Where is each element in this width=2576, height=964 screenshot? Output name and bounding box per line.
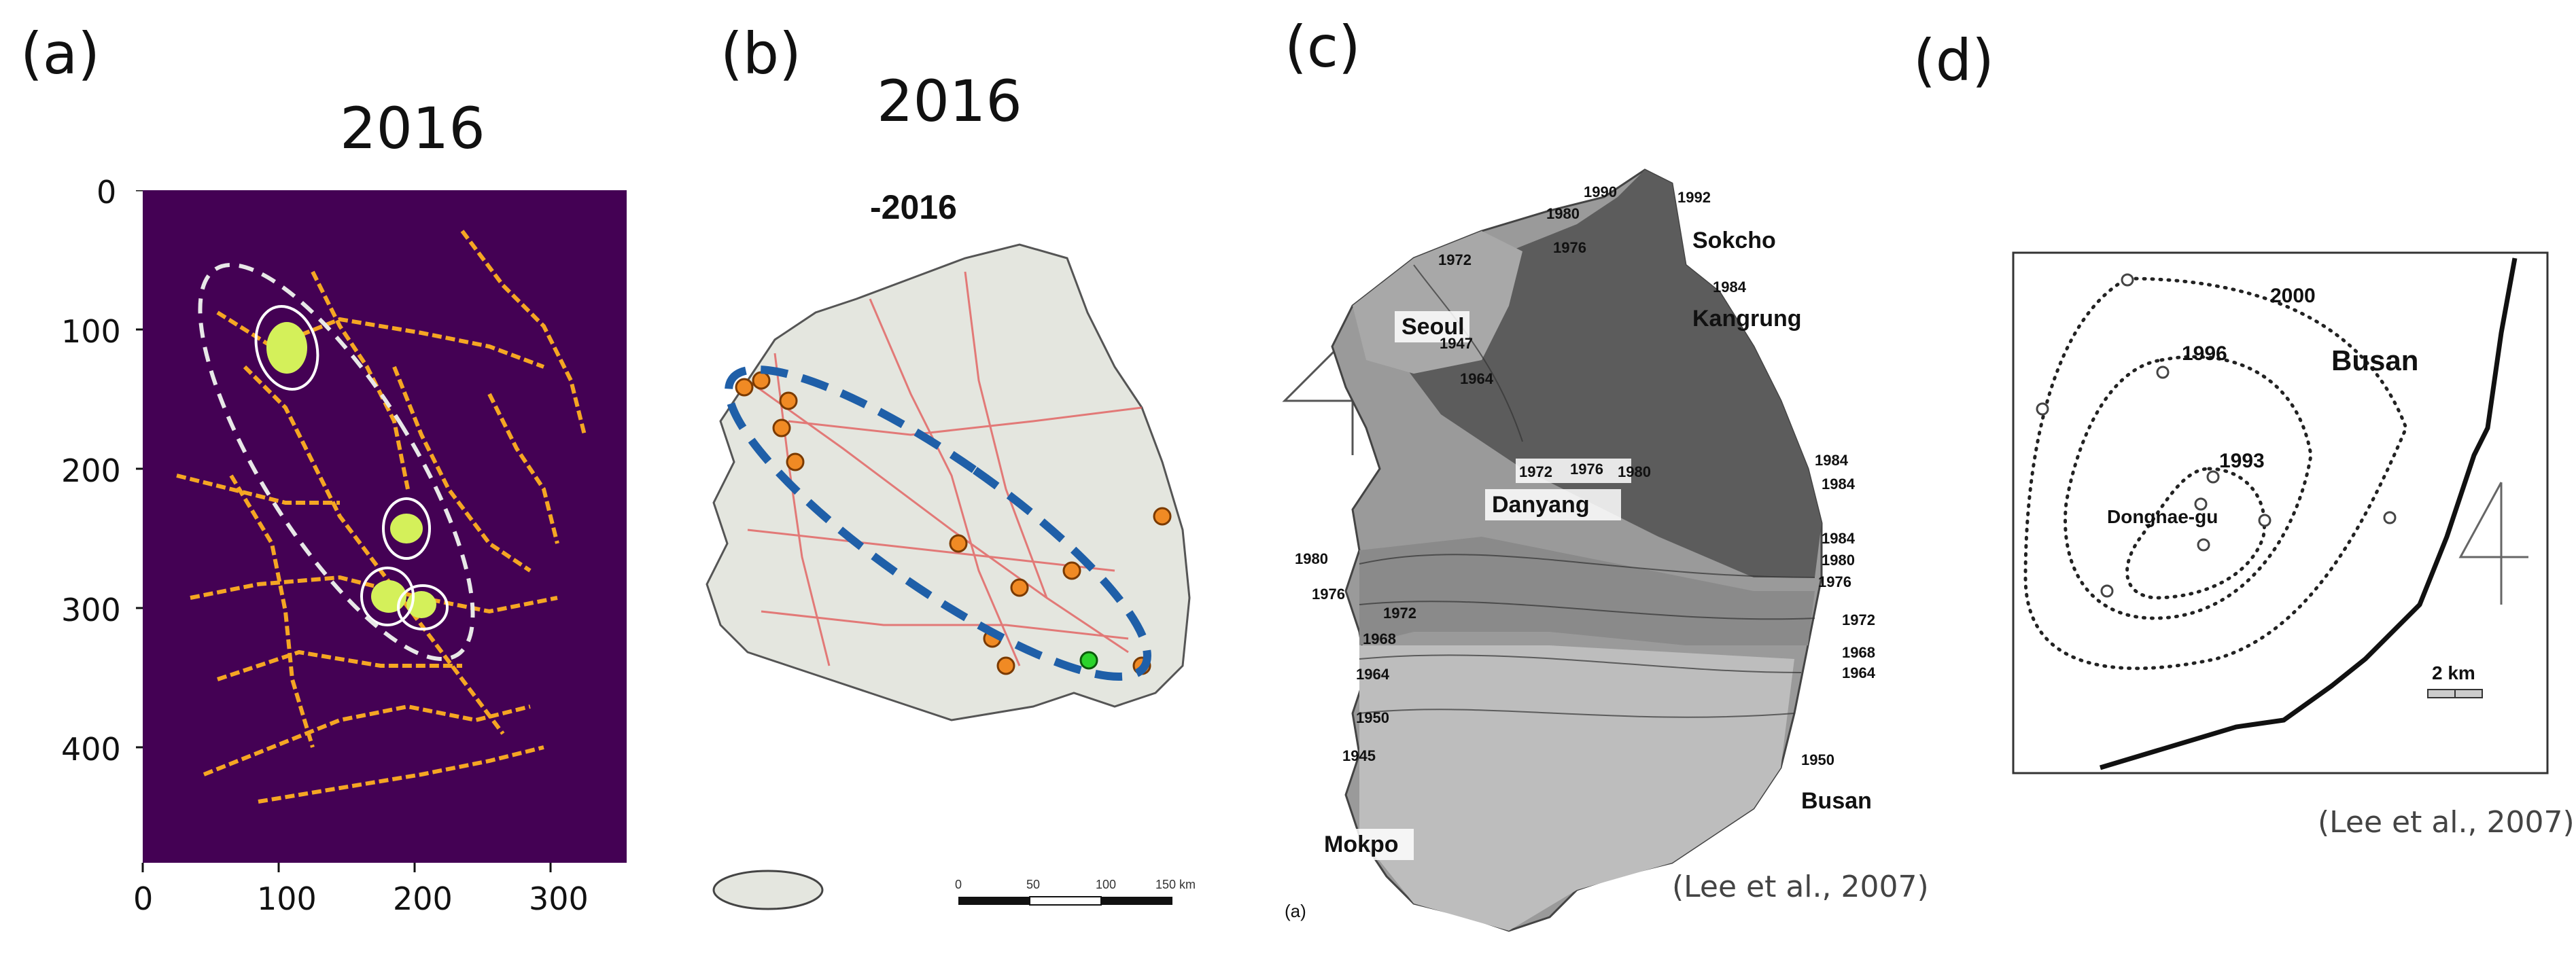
- scale-text: 2 km: [2432, 662, 2475, 683]
- svg-text:1980: 1980: [1295, 550, 1328, 567]
- svg-text:1984: 1984: [1713, 279, 1747, 296]
- x-tick-100: 100: [257, 880, 317, 917]
- scale-bar-d: [2427, 689, 2483, 698]
- year-1993: 1993: [2219, 450, 2265, 472]
- corridor-highlight: [198, 262, 475, 662]
- panel-a-title: 2016: [340, 95, 485, 162]
- panel-c-map: Sokcho Seoul Kangrung Danyang Mokpo Busa…: [1282, 168, 1876, 932]
- map-frame: [2012, 251, 2549, 774]
- panel-label-b: (b): [720, 20, 801, 87]
- svg-text:50: 50: [1026, 878, 1040, 891]
- svg-text:1972: 1972: [1842, 611, 1875, 628]
- jeju-island: [712, 870, 824, 910]
- city-seoul: Seoul: [1402, 314, 1465, 340]
- svg-text:0: 0: [955, 878, 962, 891]
- svg-text:1968: 1968: [1842, 644, 1875, 661]
- panel-label-c: (c): [1285, 14, 1361, 80]
- city-mokpo: Mokpo: [1324, 832, 1399, 857]
- svg-text:1976: 1976: [1553, 239, 1586, 256]
- svg-text:1972: 1972: [1438, 251, 1472, 268]
- svg-text:1990: 1990: [1584, 183, 1617, 200]
- city-busan: Busan: [1801, 788, 1872, 814]
- svg-text:1968: 1968: [1363, 630, 1396, 647]
- peninsula-shape: [706, 243, 1191, 721]
- svg-text:1992: 1992: [1677, 189, 1711, 206]
- panel-d-map: 2000 1996 1993 Dongnae-gu Busan 2 km: [2012, 251, 2549, 774]
- highway-network: [747, 271, 1143, 666]
- svg-text:1976: 1976: [1312, 586, 1345, 603]
- svg-text:1984: 1984: [1822, 476, 1856, 493]
- coastline: [2099, 257, 2518, 770]
- contour-years: 1990 1992 1980 1976 1972 1984 1947 1964 …: [1295, 183, 1876, 768]
- city-kangrung: Kangrung: [1692, 306, 1802, 332]
- y-tick-0: 0: [97, 174, 117, 211]
- cluster-highlights: [254, 305, 449, 630]
- svg-text:1976: 1976: [1570, 461, 1603, 478]
- urban-extent-contours: [2023, 276, 2408, 671]
- green-marker: [1079, 651, 1098, 670]
- sample-points: [2036, 273, 2397, 598]
- corner-label: (a): [1285, 901, 1306, 921]
- district-label: Dongnae-gu: [2107, 506, 2218, 527]
- map-year-label: -2016: [870, 188, 957, 226]
- y-tick-400: 400: [61, 731, 121, 768]
- svg-text:1972: 1972: [1383, 605, 1416, 622]
- panel-a-plot: [136, 190, 627, 872]
- panel-b-map: -2016 0 50 100 150 km: [706, 188, 1196, 910]
- x-tick-200: 200: [393, 880, 453, 917]
- svg-text:1964: 1964: [1356, 666, 1390, 683]
- year-1996: 1996: [2182, 342, 2227, 365]
- svg-text:1980: 1980: [1822, 552, 1855, 569]
- svg-text:1980: 1980: [1618, 463, 1651, 480]
- svg-text:1947: 1947: [1440, 335, 1473, 352]
- citation-d: (Lee et al., 2007): [2318, 805, 2575, 840]
- svg-text:1972: 1972: [1519, 463, 1552, 480]
- svg-text:1964: 1964: [1460, 370, 1494, 387]
- svg-text:1950: 1950: [1801, 751, 1834, 768]
- svg-text:150 km: 150 km: [1155, 878, 1196, 891]
- svg-text:1980: 1980: [1546, 205, 1580, 222]
- svg-text:1964: 1964: [1842, 664, 1876, 681]
- panel-b-title: 2016: [877, 68, 1022, 135]
- x-tick-300: 300: [529, 880, 589, 917]
- panel-label-a: (a): [20, 20, 101, 87]
- svg-text:1950: 1950: [1356, 709, 1389, 726]
- busan-label: Busan: [2331, 344, 2418, 376]
- y-tick-100: 100: [61, 313, 121, 350]
- y-tick-200: 200: [61, 452, 121, 489]
- x-tick-0: 0: [133, 880, 154, 917]
- svg-text:1976: 1976: [1818, 573, 1851, 590]
- road-network: [176, 230, 587, 804]
- svg-text:100: 100: [1096, 878, 1116, 891]
- y-tick-300: 300: [61, 592, 121, 628]
- zone-mid: [1359, 537, 1815, 645]
- north-arrow-d: [2458, 482, 2528, 605]
- scale-bar: 0 50 100 150 km: [955, 878, 1196, 906]
- svg-text:1984: 1984: [1822, 530, 1856, 547]
- citation-c: (Lee et al., 2007): [1672, 870, 1929, 904]
- panel-label-d: (d): [1913, 27, 1994, 94]
- svg-text:1984: 1984: [1815, 452, 1849, 469]
- svg-text:1945: 1945: [1342, 747, 1376, 764]
- city-sokcho: Sokcho: [1692, 228, 1776, 253]
- city-danyang: Danyang: [1492, 492, 1590, 518]
- year-2000: 2000: [2270, 285, 2316, 307]
